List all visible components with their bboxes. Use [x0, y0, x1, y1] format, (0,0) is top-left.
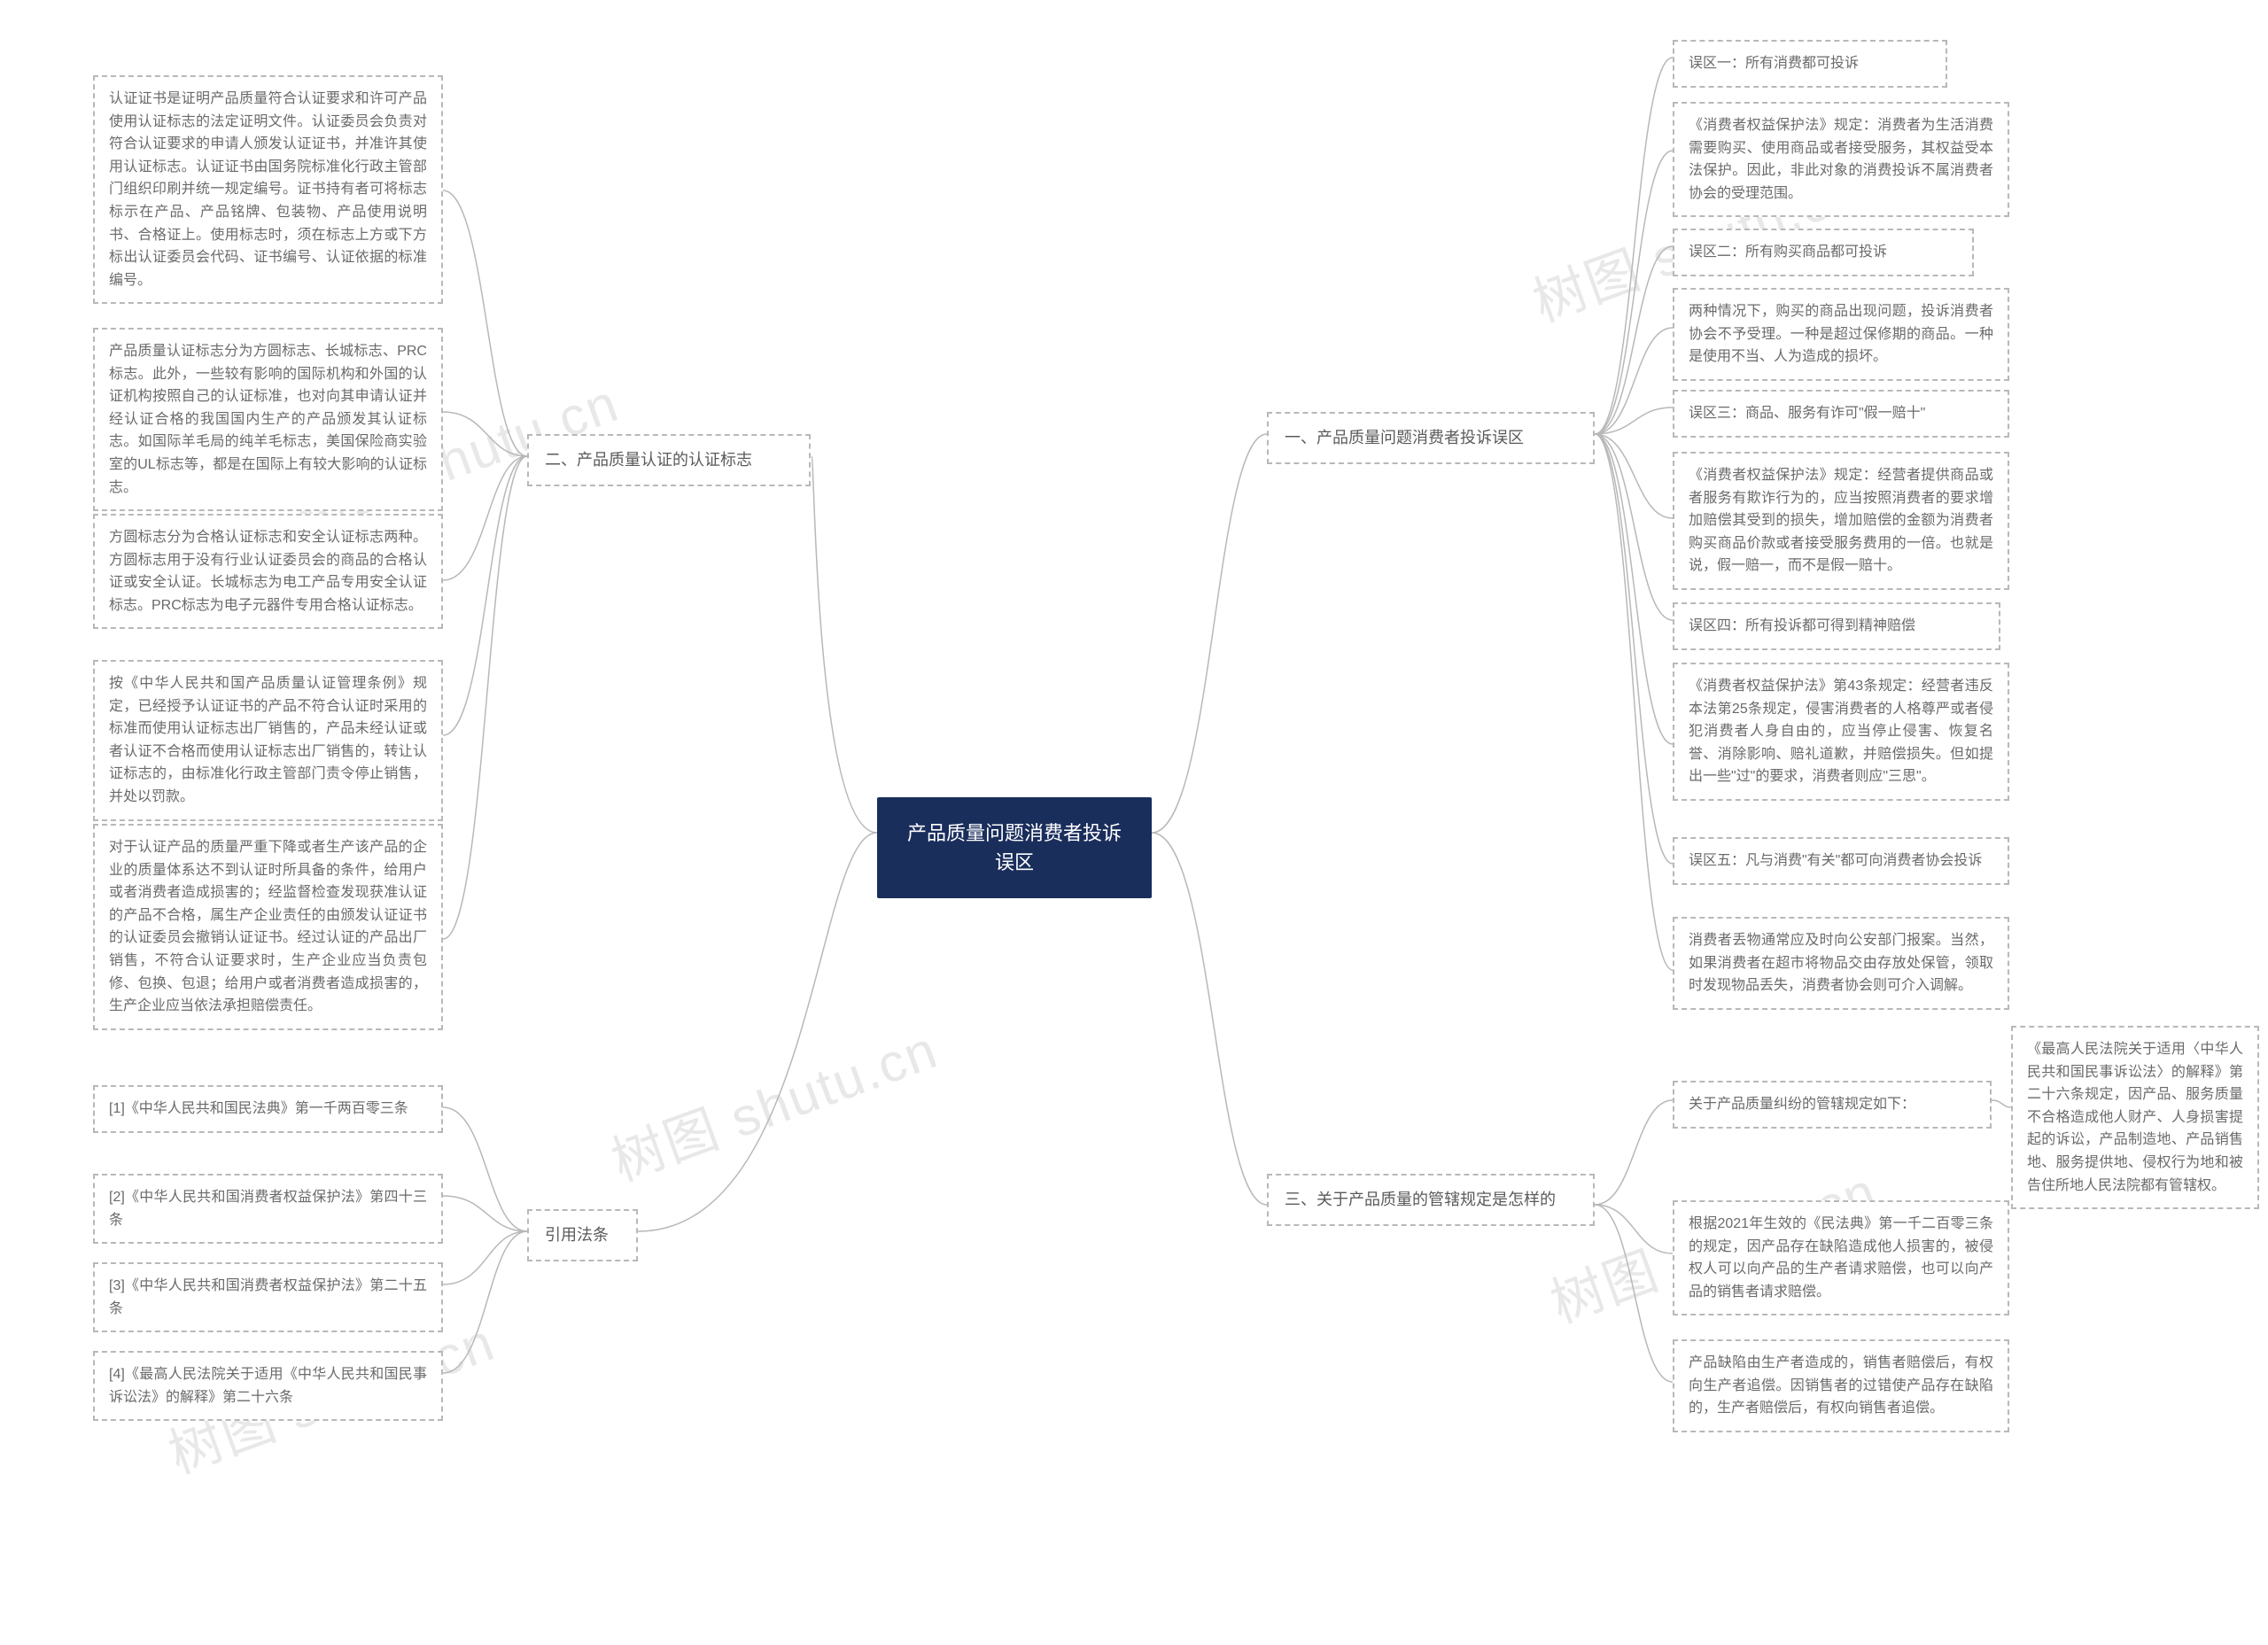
leaf-node[interactable]: [3]《中华人民共和国消费者权益保护法》第二十五条	[93, 1262, 443, 1332]
leaf-node[interactable]: [1]《中华人民共和国民法典》第一千两百零三条	[93, 1085, 443, 1133]
branch-section-1[interactable]: 一、产品质量问题消费者投诉误区	[1267, 412, 1595, 464]
leaf-node[interactable]: 误区五：凡与消费"有关"都可向消费者协会投诉	[1673, 837, 2009, 885]
leaf-node[interactable]: 误区二：所有购买商品都可投诉	[1673, 229, 1974, 276]
leaf-node[interactable]: 两种情况下，购买的商品出现问题，投诉消费者协会不予受理。一种是超过保修期的商品。…	[1673, 288, 2009, 381]
leaf-node[interactable]: 《消费者权益保护法》规定：消费者为生活消费需要购买、使用商品或者接受服务，其权益…	[1673, 102, 2009, 217]
leaf-node[interactable]: 《消费者权益保护法》规定：经营者提供商品或者服务有欺诈行为的，应当按照消费者的要…	[1673, 452, 2009, 590]
leaf-node[interactable]: 误区四：所有投诉都可得到精神赔偿	[1673, 602, 2000, 650]
leaf-node[interactable]: [4]《最高人民法院关于适用《中华人民共和国民事诉讼法》的解释》第二十六条	[93, 1351, 443, 1421]
leaf-node[interactable]: 《最高人民法院关于适用〈中华人民共和国民事诉讼法〉的解释》第二十六条规定，因产品…	[2011, 1026, 2259, 1209]
branch-section-4[interactable]: 引用法条	[527, 1209, 638, 1261]
branch-section-2[interactable]: 二、产品质量认证的认证标志	[527, 434, 811, 486]
mindmap-root[interactable]: 产品质量问题消费者投诉误区	[877, 797, 1152, 898]
leaf-node[interactable]: 误区一：所有消费都可投诉	[1673, 40, 1947, 88]
watermark: 树图 shutu.cn	[600, 1007, 947, 1197]
leaf-node[interactable]: [2]《中华人民共和国消费者权益保护法》第四十三条	[93, 1174, 443, 1244]
leaf-node[interactable]: 关于产品质量纠纷的管辖规定如下：	[1673, 1081, 1992, 1129]
leaf-node[interactable]: 根据2021年生效的《民法典》第一千二百零三条的规定，因产品存在缺陷造成他人损害…	[1673, 1200, 2009, 1315]
leaf-node[interactable]: 消费者丢物通常应及时向公安部门报案。当然，如果消费者在超市将物品交由存放处保管，…	[1673, 917, 2009, 1010]
leaf-node[interactable]: 对于认证产品的质量严重下降或者生产该产品的企业的质量体系达不到认证时所具备的条件…	[93, 824, 443, 1030]
branch-section-3[interactable]: 三、关于产品质量的管辖规定是怎样的	[1267, 1174, 1595, 1226]
leaf-node[interactable]: 产品缺陷由生产者造成的，销售者赔偿后，有权向生产者追偿。因销售者的过错使产品存在…	[1673, 1339, 2009, 1432]
leaf-node[interactable]: 按《中华人民共和国产品质量认证管理条例》规定，已经授予认证证书的产品不符合认证时…	[93, 660, 443, 821]
leaf-node[interactable]: 方圆标志分为合格认证标志和安全认证标志两种。方圆标志用于没有行业认证委员会的商品…	[93, 514, 443, 629]
leaf-node[interactable]: 产品质量认证标志分为方圆标志、长城标志、PRC标志。此外，一些较有影响的国际机构…	[93, 328, 443, 511]
leaf-node[interactable]: 《消费者权益保护法》第43条规定：经营者违反本法第25条规定，侵害消费者的人格尊…	[1673, 663, 2009, 801]
leaf-node[interactable]: 认证证书是证明产品质量符合认证要求和许可产品使用认证标志的法定证明文件。认证委员…	[93, 75, 443, 304]
leaf-node[interactable]: 误区三：商品、服务有诈可"假一赔十"	[1673, 390, 2009, 438]
